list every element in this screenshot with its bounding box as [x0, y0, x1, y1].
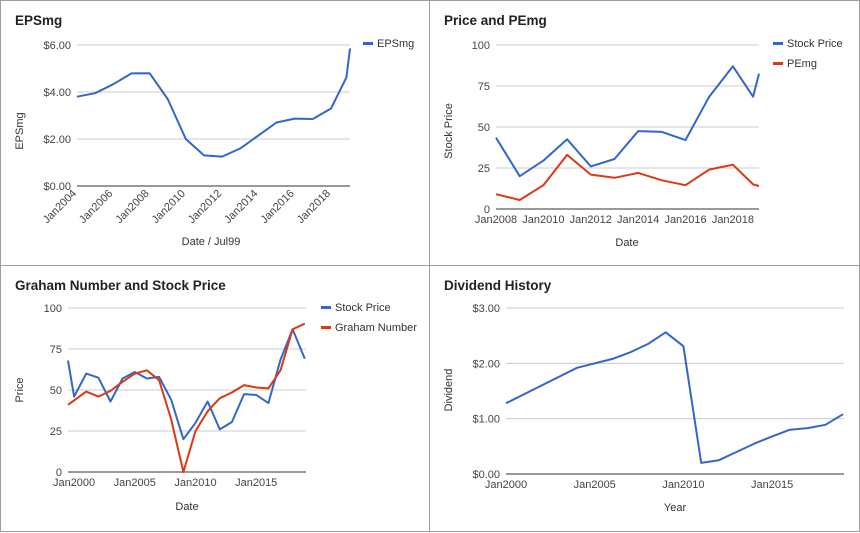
y-axis-title: EPSmg: [14, 112, 26, 149]
legend-swatch: [773, 42, 783, 45]
y-tick-label: 25: [478, 163, 490, 175]
x-tick-label: Jan2010: [522, 214, 564, 226]
x-tick-label: Jan2010: [150, 188, 188, 226]
x-tick-label: Jan2010: [662, 479, 704, 491]
y-tick-label: $0.00: [472, 469, 500, 481]
x-tick-label: Jan2006: [77, 188, 115, 226]
y-tick-label: 75: [478, 81, 490, 93]
x-axis-title: Date / Jul99: [182, 236, 241, 248]
x-tick-label: Jan2015: [235, 477, 277, 489]
legend-swatch: [321, 306, 331, 309]
series-line-pemg: [495, 153, 760, 201]
chart-title: Dividend History: [444, 278, 552, 293]
series-line-graham-number: [67, 322, 306, 473]
x-tick-label: Jan2010: [174, 477, 216, 489]
y-tick-label: $4.00: [43, 87, 71, 99]
chart-panel-epsmg: EPSmg $0.00 $2.00 $4.00 $6.00 Jan2004 Jan2006…: [0, 0, 430, 266]
x-tick-label: Jan2015: [751, 479, 793, 491]
chart-panel-graham: Graham Number and Stock Price 0 25 50 75 100…: [0, 265, 430, 532]
chart-svg-price-pemg: 0 25 50 75 100 Jan2008 Jan2010 Jan2012 Jan2014 Ja…: [443, 38, 843, 249]
chart-title: EPSmg: [15, 13, 63, 28]
y-tick-label: 100: [44, 303, 62, 315]
y-axis-title: Dividend: [443, 369, 455, 412]
x-tick-label: Jan2012: [570, 214, 612, 226]
y-tick-label: $0.00: [43, 181, 71, 193]
x-tick-label: Jan2016: [258, 188, 296, 226]
y-tick-label: 50: [478, 122, 490, 134]
series-line-stock-price: [67, 328, 306, 441]
x-tick-label: Jan2014: [617, 214, 659, 226]
x-tick-label: Jan2012: [186, 188, 224, 226]
x-tick-label: Jan2004: [41, 188, 79, 226]
x-tick-label: Jan2018: [712, 214, 754, 226]
x-tick-label: Jan2000: [485, 479, 527, 491]
x-axis-title: Date: [175, 501, 198, 513]
y-axis-title: Price: [14, 377, 26, 402]
y-tick-label: 0: [484, 204, 490, 216]
chart-svg-dividend: $0.00 $1.00 $2.00 $3.00 Jan2000 Jan2005 Jan201…: [443, 303, 844, 514]
chart-svg-graham: 0 25 50 75 100 Jan2000 Jan2005 Jan2010 Jan2015 Da…: [14, 302, 417, 513]
y-tick-label: $3.00: [472, 303, 500, 315]
chart-title: Graham Number and Stock Price: [15, 278, 226, 293]
y-tick-label: 50: [50, 385, 62, 397]
series-line-epsmg: [76, 48, 351, 158]
x-tick-label: Jan2000: [53, 477, 95, 489]
x-tick-label: Jan2008: [475, 214, 517, 226]
x-tick-label: Jan2016: [664, 214, 706, 226]
legend-label: Graham Number: [335, 322, 417, 334]
y-tick-label: 25: [50, 426, 62, 438]
y-tick-label: $2.00: [472, 358, 500, 370]
legend-swatch: [363, 42, 373, 45]
series-line-dividend: [505, 331, 844, 464]
x-tick-label: Jan2005: [574, 479, 616, 491]
x-tick-label: Jan2018: [295, 188, 333, 226]
chart-panel-price-pemg: Price and PEmg 0 25 50 75 100 Jan2008 Jan2010 J…: [429, 0, 860, 266]
y-tick-label: $6.00: [43, 40, 71, 52]
x-axis-title: Year: [664, 502, 687, 514]
series-line-stock-price: [495, 65, 760, 178]
legend-swatch: [321, 326, 331, 329]
legend-label: EPSmg: [377, 38, 414, 50]
chart-title: Price and PEmg: [444, 13, 547, 28]
legend-label: Stock Price: [335, 302, 391, 314]
x-tick-label: Jan2014: [222, 188, 260, 226]
chart-panel-dividend: Dividend History $0.00 $1.00 $2.00 $3.00 Jan…: [429, 265, 860, 532]
x-tick-label: Jan2005: [114, 477, 156, 489]
y-tick-label: 100: [472, 40, 490, 52]
y-tick-label: 75: [50, 344, 62, 356]
y-axis-title: Stock Price: [443, 103, 455, 159]
y-tick-label: $2.00: [43, 134, 71, 146]
legend-label: PEmg: [787, 58, 817, 70]
y-tick-label: $1.00: [472, 414, 500, 426]
legend-swatch: [773, 62, 783, 65]
chart-svg-epsmg: $0.00 $2.00 $4.00 $6.00 Jan2004Jan2006Jan200…: [14, 38, 414, 248]
x-tick-label: Jan2008: [113, 188, 151, 226]
legend-label: Stock Price: [787, 38, 843, 50]
x-axis-title: Date: [615, 237, 638, 249]
y-tick-label: 0: [56, 467, 62, 479]
